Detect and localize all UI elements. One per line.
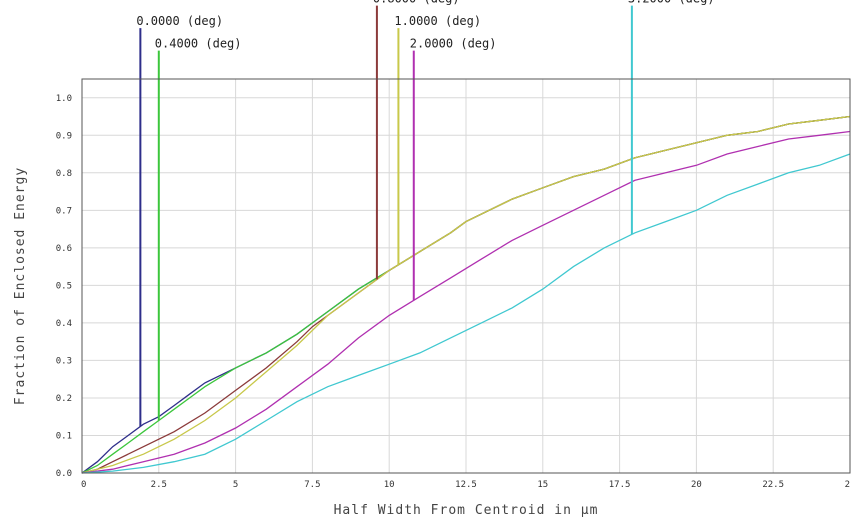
series-line-5 <box>81 153 851 474</box>
x-tick-label: 15 <box>537 480 548 490</box>
y-tick-label: 0.3 <box>56 356 72 366</box>
series-label-1: 0.4000 (deg) <box>155 37 242 51</box>
x-tick-label: 2 <box>845 480 850 490</box>
x-tick-label: 10 <box>384 480 395 490</box>
x-tick-label: 2.5 <box>151 480 167 490</box>
grid-lines <box>81 79 851 474</box>
x-axis-label: Half Width From Centroid in µm <box>334 503 599 518</box>
x-tick-label: 20 <box>691 480 702 490</box>
y-tick-label: 0.1 <box>56 431 72 441</box>
y-tick-label: 0.0 <box>56 469 72 479</box>
y-tick-label: 0.8 <box>56 169 72 179</box>
y-axis-label: Fraction of Enclosed Energy <box>13 167 28 405</box>
y-tick-label: 0.7 <box>56 206 72 216</box>
x-tick-label: 0 <box>81 480 86 490</box>
x-tick-labels: 0 2.5 5 7.5 10 12.5 15 17.5 20 22.5 2 <box>81 480 850 490</box>
x-tick-label: 17.5 <box>609 480 631 490</box>
series-line-3 <box>81 115 851 474</box>
y-tick-label: 0.6 <box>56 244 72 254</box>
series-label-4: 2.0000 (deg) <box>410 37 497 51</box>
series-line-4 <box>81 130 851 474</box>
plot-border <box>81 78 851 474</box>
series-annotations: 0.0000 (deg) 0.4000 (deg) 0.8000 (deg) 1.00… <box>136 0 715 427</box>
series-label-3: 1.0000 (deg) <box>394 14 481 28</box>
x-tick-label: 12.5 <box>455 480 477 490</box>
x-tick-label: 22.5 <box>762 480 784 490</box>
y-tick-label: 0.9 <box>56 131 72 141</box>
y-tick-labels: 0.0 0.1 0.2 0.3 0.4 0.5 0.6 0.7 0.8 0.9 1.0 <box>56 94 72 479</box>
y-tick-label: 0.4 <box>56 319 72 329</box>
y-tick-label: 0.5 <box>56 281 72 291</box>
x-tick-label: 5 <box>233 480 238 490</box>
series-label-0: 0.0000 (deg) <box>136 14 223 28</box>
series-label-2: 0.8000 (deg) <box>373 0 460 6</box>
x-tick-label: 7.5 <box>304 480 320 490</box>
series-label-5: 3.2000 (deg) <box>628 0 715 6</box>
y-tick-label: 1.0 <box>56 94 72 104</box>
y-tick-label: 0.2 <box>56 394 72 404</box>
series-lines <box>81 115 851 474</box>
